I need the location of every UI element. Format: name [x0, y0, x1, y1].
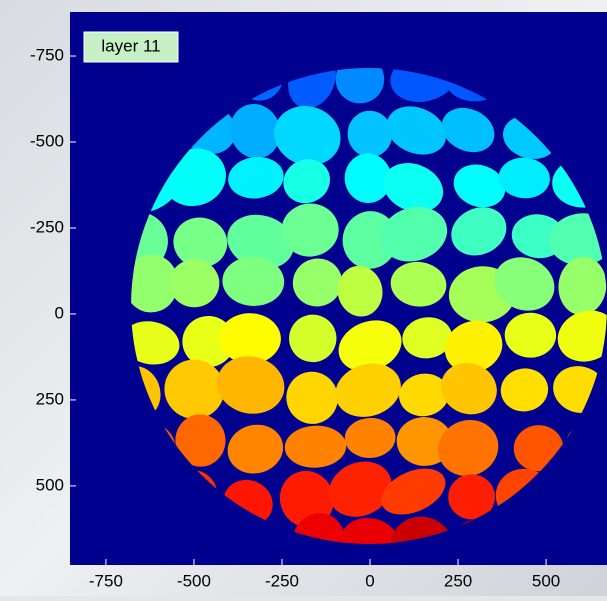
y-tick-label: -750 — [30, 46, 64, 65]
y-tick-label: -500 — [30, 131, 64, 150]
segment — [169, 259, 219, 307]
x-tick-label: -250 — [265, 571, 299, 590]
x-tick-label: -500 — [177, 571, 211, 590]
y-tick-label: -250 — [30, 217, 64, 236]
y-tick-label: 0 — [55, 303, 64, 322]
y-tick-label: 250 — [36, 389, 64, 408]
y-tick-label: 500 — [36, 475, 64, 494]
page: layer 11 -750 -500 -250 0 250 500 -750 -500 -250… — [0, 0, 607, 596]
chart: layer 11 -750 -500 -250 0 250 500 -750 -500 -250… — [0, 0, 607, 596]
x-tick-label: 500 — [532, 571, 560, 590]
x-tick-label: 250 — [444, 571, 472, 590]
x-tick-label: 0 — [365, 571, 374, 590]
annotation: layer 11 — [101, 36, 160, 55]
x-tick-label: -750 — [89, 571, 123, 590]
